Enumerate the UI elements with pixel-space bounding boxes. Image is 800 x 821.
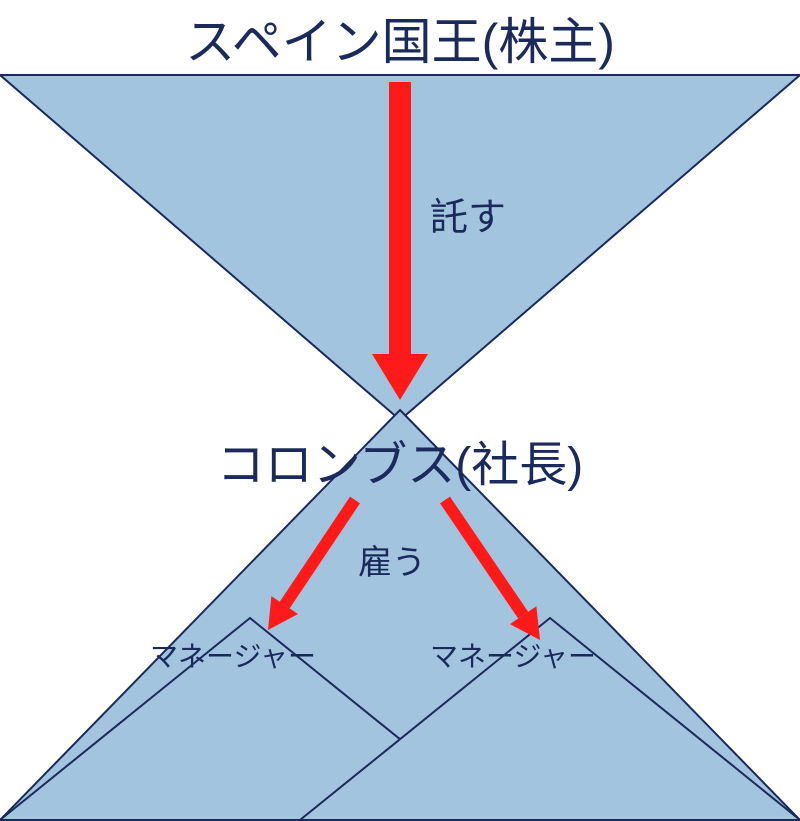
diagram-canvas: [0, 0, 800, 821]
middle-title: コロンブス(社長): [0, 425, 800, 495]
hire-label: 雇う: [358, 535, 426, 584]
manager-right-label: マネージャー: [430, 635, 596, 675]
entrust-label: 託す: [430, 186, 506, 241]
manager-left-label: マネージャー: [150, 635, 316, 675]
top-title: スペイン国王(株主): [0, 2, 800, 74]
